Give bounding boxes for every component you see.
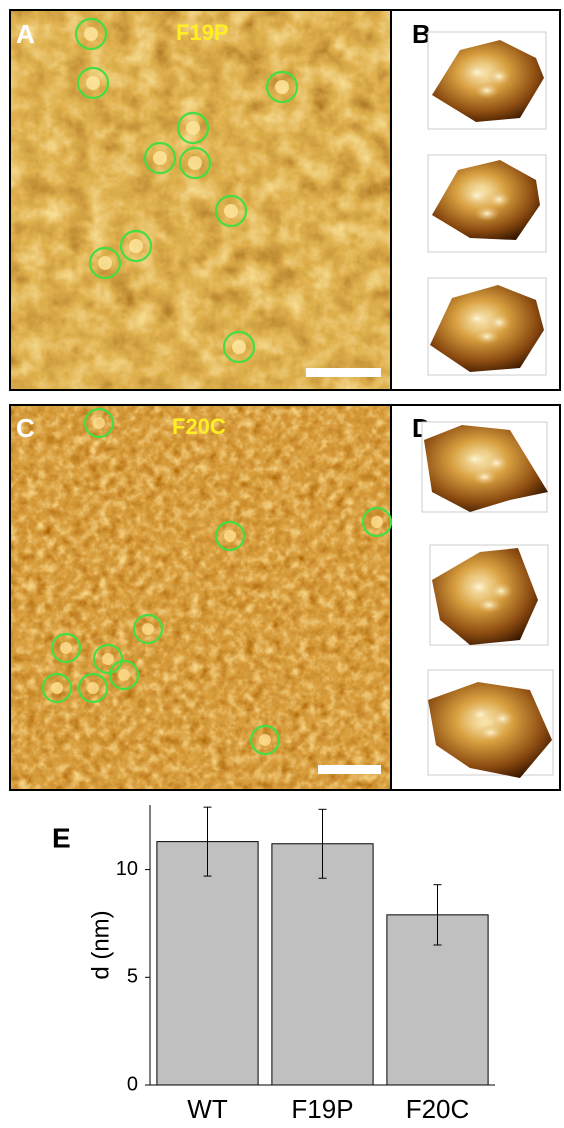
peak: [461, 449, 489, 469]
y-axis-label: d (nm): [87, 910, 114, 979]
peak: [487, 68, 511, 86]
x-tick-label: F19P: [291, 1094, 353, 1124]
blob: [224, 530, 236, 542]
blob: [371, 516, 383, 528]
blob: [87, 682, 99, 694]
peak: [487, 191, 511, 209]
peak: [491, 710, 515, 728]
scale-bar: [306, 368, 381, 377]
peak: [467, 705, 495, 725]
blob: [188, 156, 202, 170]
y-tick-label: 5: [127, 966, 138, 988]
blob: [84, 27, 98, 41]
peak: [489, 582, 513, 600]
peak: [476, 597, 502, 613]
blob: [118, 669, 130, 681]
blob: [275, 80, 289, 94]
blob: [51, 682, 63, 694]
peak: [472, 469, 498, 485]
afm-image: [11, 11, 391, 389]
peak: [478, 725, 504, 741]
afm-image: [11, 406, 391, 789]
figure: A F19P B C F20C D E d (nm) 0510WTF19PF20…: [0, 0, 564, 1128]
panel-label: C: [16, 413, 35, 443]
peak: [474, 83, 500, 99]
peak: [485, 454, 509, 472]
y-tick-label: 10: [116, 858, 138, 880]
panel-label: E: [52, 822, 71, 853]
bar: [272, 844, 373, 1085]
scale-bar: [318, 765, 381, 774]
blob: [98, 256, 112, 270]
panel-title: F19P: [176, 20, 229, 45]
y-tick-label: 0: [127, 1073, 138, 1095]
blob: [186, 121, 200, 135]
page: {"panels": [ {"label": "A", "title": "F1…: [0, 0, 564, 1128]
insets: [422, 422, 553, 778]
peak: [487, 314, 511, 332]
blob: [153, 151, 167, 165]
blob: [102, 653, 114, 665]
panel-title: F20C: [172, 414, 226, 439]
peak: [474, 206, 500, 222]
peak: [465, 577, 493, 597]
x-tick-label: F20C: [406, 1094, 470, 1124]
bar: [157, 842, 258, 1085]
blob: [129, 239, 143, 253]
blob: [93, 417, 105, 429]
insets: [428, 32, 546, 375]
peak: [463, 309, 491, 329]
peak: [463, 63, 491, 83]
x-tick-label: WT: [187, 1094, 228, 1124]
panel-label: A: [16, 19, 35, 49]
blob: [259, 734, 271, 746]
blob: [142, 623, 154, 635]
blob: [86, 76, 100, 90]
peak: [463, 186, 491, 206]
blob: [60, 642, 72, 654]
peak: [474, 329, 500, 345]
blob: [224, 204, 238, 218]
blob: [232, 340, 246, 354]
